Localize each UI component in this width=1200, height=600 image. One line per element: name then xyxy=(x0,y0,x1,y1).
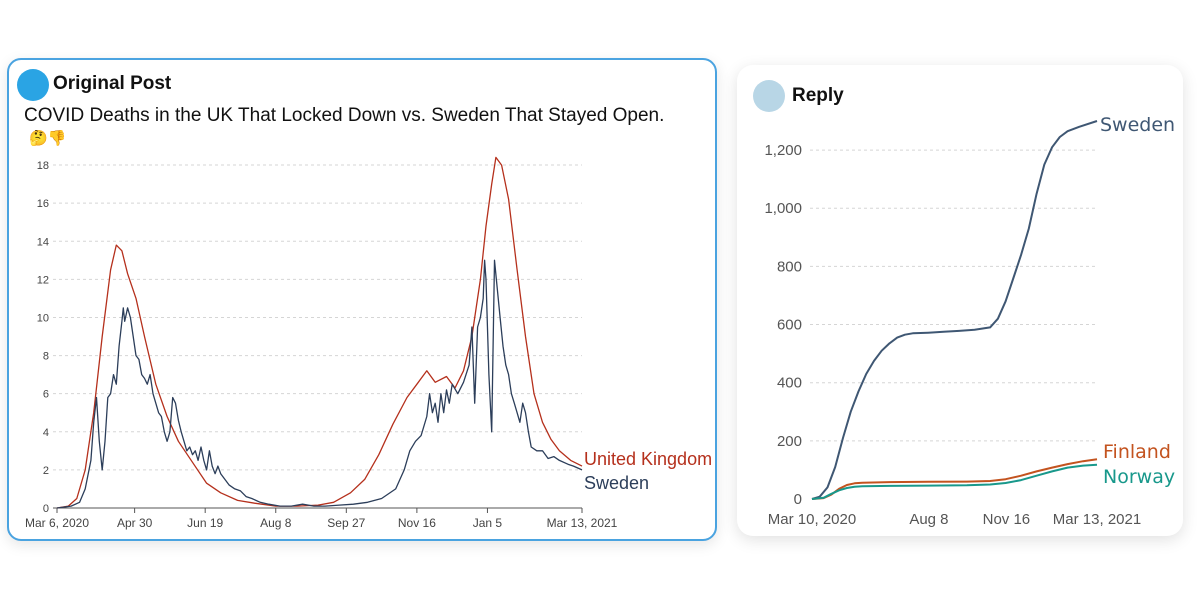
y-tick-label: 18 xyxy=(37,160,49,172)
y-tick-label: 14 xyxy=(37,236,49,248)
x-tick-label: Mar 10, 2020 xyxy=(768,511,856,528)
series-label-sweden: Sweden xyxy=(584,473,649,493)
y-tick-label: 2 xyxy=(43,465,49,477)
y-tick-label: 1,200 xyxy=(764,142,802,159)
avatar[interactable] xyxy=(17,69,49,101)
x-tick-label: Nov 16 xyxy=(398,516,436,530)
series-line-finland xyxy=(811,458,1098,500)
post-author-label[interactable]: Original Post xyxy=(53,73,172,94)
x-tick-label: Nov 16 xyxy=(983,511,1031,528)
series-label-finland: Finland xyxy=(1103,441,1171,463)
reply-card: Reply 0 200 400 600 800 1,000 1,200 Mar 10, 20… xyxy=(737,65,1183,536)
nordic-cumulative-deaths-chart: 0 200 400 600 800 1,000 1,200 Mar 10, 2020 Aug … xyxy=(764,114,1175,528)
y-tick-label: 16 xyxy=(37,198,49,210)
x-tick-label: Mar 6, 2020 xyxy=(25,516,89,530)
series-line-sweden xyxy=(56,259,583,509)
series-line-united-kingdom xyxy=(56,156,583,509)
y-tick-label: 200 xyxy=(777,433,802,450)
original-post-card: Original Post COVID Deaths in the UK Tha… xyxy=(7,58,717,541)
y-tick-label: 1,000 xyxy=(764,200,802,217)
y-tick-label: 800 xyxy=(777,258,802,275)
series-label-sweden: Sweden xyxy=(1100,114,1175,136)
y-tick-label: 400 xyxy=(777,375,802,392)
x-tick-label: Aug 8 xyxy=(909,511,948,528)
x-tick-label: Jun 19 xyxy=(187,516,223,530)
x-tick-label: Sep 27 xyxy=(327,516,365,530)
thinking-thumbs-down-emoji-icon: 🤔👎 xyxy=(29,130,67,147)
y-tick-label: 10 xyxy=(37,312,49,324)
x-tick-label: Apr 30 xyxy=(117,516,153,530)
y-tick-label: 4 xyxy=(43,427,49,439)
series-label-norway: Norway xyxy=(1103,466,1175,488)
x-tick-label: Jan 5 xyxy=(473,516,503,530)
y-tick-label: 8 xyxy=(43,351,49,363)
y-tick-label: 12 xyxy=(37,274,49,286)
avatar[interactable] xyxy=(753,80,785,112)
series-label-united-kingdom: United Kingdom xyxy=(584,449,712,469)
reply-author-label[interactable]: Reply xyxy=(792,85,844,106)
y-tick-label: 0 xyxy=(43,503,49,515)
series-line-norway xyxy=(811,463,1098,500)
series-line-sweden xyxy=(811,120,1098,500)
uk-sweden-daily-deaths-chart: 0 2 4 6 8 10 12 14 16 18 Mar 6, 2020 Apr 30 Jun 19 A… xyxy=(25,156,712,530)
y-tick-label: 6 xyxy=(43,389,49,401)
x-tick-label: Aug 8 xyxy=(260,516,292,530)
post-text: COVID Deaths in the UK That Locked Down … xyxy=(24,105,665,126)
x-tick-label: Mar 13, 2021 xyxy=(1053,511,1141,528)
x-tick-label: Mar 13, 2021 xyxy=(547,516,618,530)
y-tick-label: 600 xyxy=(777,317,802,334)
y-tick-label: 0 xyxy=(794,491,802,508)
